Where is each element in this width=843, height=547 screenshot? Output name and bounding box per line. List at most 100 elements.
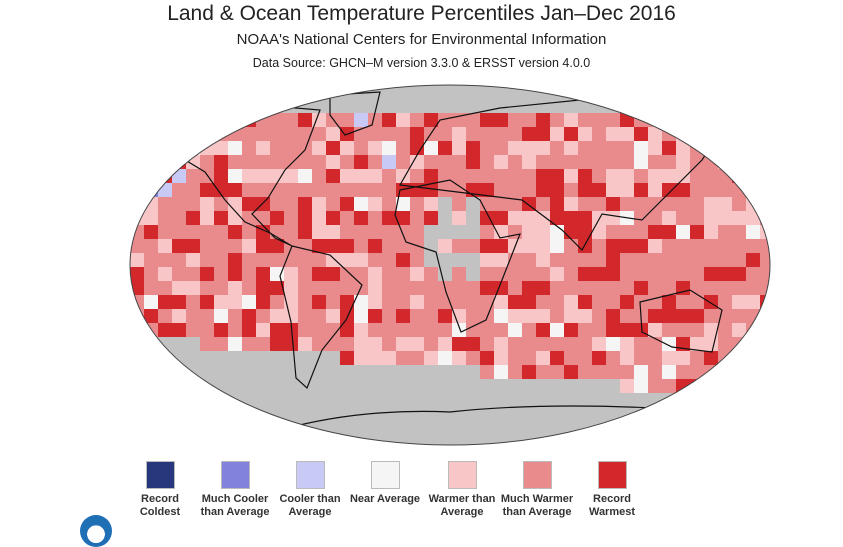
- grid-cell: [606, 295, 620, 309]
- grid-cell: [648, 225, 662, 239]
- grid-cell: [466, 309, 480, 323]
- grid-cell: [494, 155, 508, 169]
- grid-cell: [312, 309, 326, 323]
- grid-cell: [480, 113, 494, 127]
- grid-cell: [354, 225, 368, 239]
- grid-cell: [200, 99, 214, 113]
- grid-cell: [270, 407, 284, 421]
- legend-swatch: [522, 461, 552, 489]
- grid-cell: [354, 99, 368, 113]
- grid-cell: [172, 127, 186, 141]
- legend-item: Warmer than Average: [422, 461, 502, 519]
- grid-cell: [424, 435, 438, 445]
- grid-cell: [746, 211, 760, 225]
- grid-cell: [410, 267, 424, 281]
- grid-cell: [522, 421, 536, 435]
- grid-cell: [704, 281, 718, 295]
- grid-cell: [312, 141, 326, 155]
- grid-cell: [550, 337, 564, 351]
- grid-cell: [242, 295, 256, 309]
- grid-cell: [746, 113, 760, 127]
- grid-cell: [536, 309, 550, 323]
- grid-cell: [522, 99, 536, 113]
- grid-cell: [144, 379, 158, 393]
- grid-cell: [158, 295, 172, 309]
- grid-cell: [676, 365, 690, 379]
- grid-cell: [382, 309, 396, 323]
- grid-cell: [368, 197, 382, 211]
- grid-cell: [592, 295, 606, 309]
- grid-cell: [760, 85, 770, 99]
- grid-cell: [578, 99, 592, 113]
- map-border: [129, 84, 771, 446]
- grid-cell: [466, 141, 480, 155]
- grid-cell: [340, 141, 354, 155]
- grid-cell: [410, 281, 424, 295]
- grid-cell: [130, 155, 144, 169]
- grid-cell: [354, 337, 368, 351]
- grid-cell: [396, 295, 410, 309]
- grid-cell: [214, 295, 228, 309]
- grid-cell: [186, 407, 200, 421]
- grid-cell: [368, 225, 382, 239]
- grid-cell: [158, 323, 172, 337]
- grid-cell: [130, 85, 144, 99]
- grid-cell: [494, 267, 508, 281]
- grid-cell: [256, 267, 270, 281]
- grid-cell: [466, 113, 480, 127]
- grid-cell: [158, 309, 172, 323]
- grid-cell: [494, 211, 508, 225]
- grid-cell: [732, 351, 746, 365]
- grid-cell: [620, 197, 634, 211]
- greenland-outline: [329, 91, 381, 136]
- grid-cell: [242, 407, 256, 421]
- grid-cell: [648, 169, 662, 183]
- grid-cell: [396, 155, 410, 169]
- grid-cell: [746, 141, 760, 155]
- grid-cell: [606, 281, 620, 295]
- grid-cell: [312, 407, 326, 421]
- grid-cell: [270, 351, 284, 365]
- grid-cell: [256, 85, 270, 99]
- grid-cell: [256, 323, 270, 337]
- grid-cell: [410, 169, 424, 183]
- grid-cell: [634, 197, 648, 211]
- grid-cell: [508, 323, 522, 337]
- grid-cell: [424, 113, 438, 127]
- grid-cell: [424, 407, 438, 421]
- grid-cell: [634, 225, 648, 239]
- grid-cell: [368, 127, 382, 141]
- grid-cell: [172, 309, 186, 323]
- grid-cell: [396, 281, 410, 295]
- grid-cell: [522, 281, 536, 295]
- grid-cell: [270, 127, 284, 141]
- grid-cell: [578, 407, 592, 421]
- grid-cell: [648, 407, 662, 421]
- grid-cell: [298, 309, 312, 323]
- grid-cell: [690, 295, 704, 309]
- grid-cell: [214, 197, 228, 211]
- grid-cell: [270, 435, 284, 445]
- grid-cell: [256, 113, 270, 127]
- grid-cell: [760, 323, 770, 337]
- grid-cell: [564, 351, 578, 365]
- grid-cell: [354, 239, 368, 253]
- grid-cell: [354, 351, 368, 365]
- grid-cell: [676, 113, 690, 127]
- grid-cell: [732, 323, 746, 337]
- grid-cell: [256, 99, 270, 113]
- grid-cell: [606, 197, 620, 211]
- grid-cell: [340, 211, 354, 225]
- grid-cell: [172, 351, 186, 365]
- grid-cell: [718, 113, 732, 127]
- grid-cell: [312, 225, 326, 239]
- grid-cell: [662, 253, 676, 267]
- grid-cell: [634, 239, 648, 253]
- grid-cell: [284, 351, 298, 365]
- grid-cell: [298, 393, 312, 407]
- grid-cell: [732, 155, 746, 169]
- grid-cell: [760, 127, 770, 141]
- grid-cell: [592, 85, 606, 99]
- grid-cell: [648, 183, 662, 197]
- grid-cell: [662, 197, 676, 211]
